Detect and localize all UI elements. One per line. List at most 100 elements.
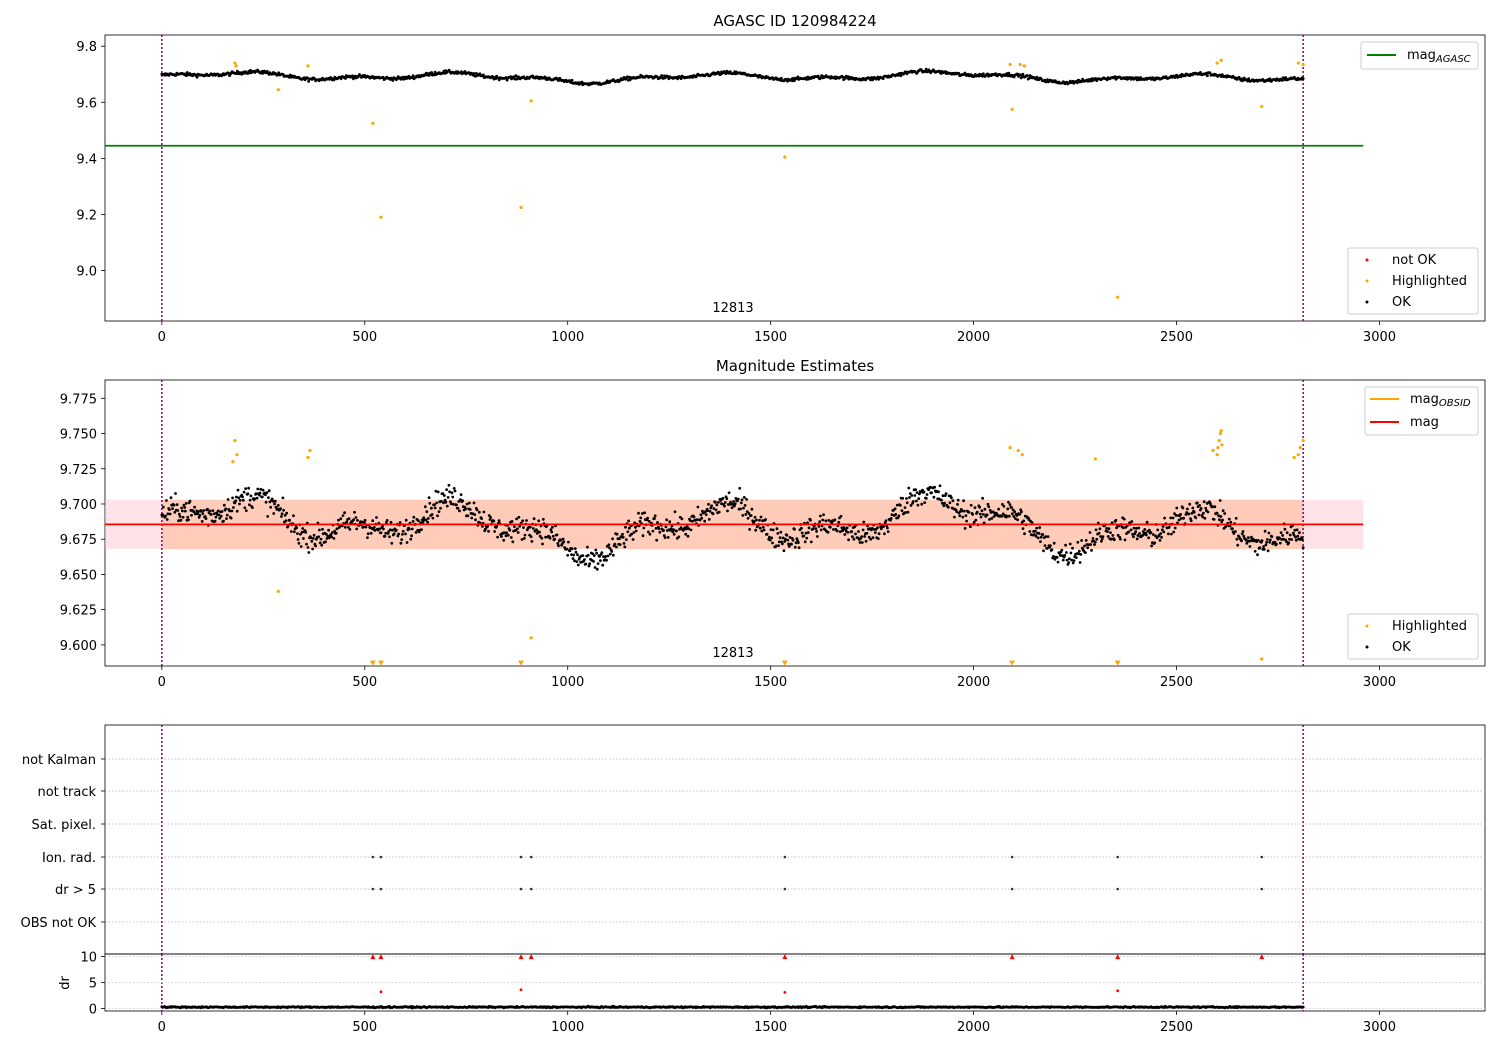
ok-point [504, 534, 508, 538]
highlighted-point [1010, 107, 1014, 111]
ok-point [437, 510, 441, 513]
ok-point [711, 512, 715, 516]
panel-dr-ylabel: dr [58, 976, 73, 990]
ok-point [1116, 533, 1120, 537]
ok-point [1182, 516, 1185, 520]
ok-point [1202, 500, 1206, 504]
y-tick-label-3-0: 0 [89, 1002, 97, 1017]
y-tick-label-1-3: 9.675 [60, 533, 97, 548]
ok-point [473, 513, 477, 516]
ok-point [1071, 546, 1074, 550]
ok-point [755, 518, 758, 522]
ok-point [1135, 537, 1139, 541]
ok-point [901, 496, 905, 500]
ok-point [1023, 532, 1026, 536]
ok-point [277, 71, 281, 75]
ok-point [709, 506, 713, 510]
legend2-highlighted: Highlighted [1392, 619, 1467, 634]
ok-point [544, 535, 547, 539]
ok-point [673, 510, 677, 514]
ok-point [1112, 538, 1116, 542]
ok-point [354, 516, 358, 519]
ok-point [264, 500, 268, 504]
ok-point [1189, 519, 1193, 523]
ok-point [850, 530, 854, 533]
ok-point [1227, 517, 1231, 521]
ok-point [906, 510, 910, 514]
ok-point [296, 538, 300, 541]
ok-point [1138, 532, 1141, 535]
ok-point [706, 509, 710, 512]
highlighted-point [233, 61, 237, 65]
ok-point [177, 519, 181, 523]
ok-point [721, 496, 725, 500]
ok-point [588, 562, 592, 566]
highlighted-point [1217, 438, 1221, 443]
ok-point [922, 490, 926, 494]
ok-point [680, 517, 684, 521]
ok-point [965, 519, 968, 523]
ok-point [1089, 543, 1093, 546]
ok-point [271, 499, 275, 503]
ok-point [867, 535, 871, 539]
ok-point [530, 540, 534, 543]
ok-point [532, 527, 535, 530]
ok-point [1279, 531, 1283, 534]
ok-point [165, 499, 168, 502]
ok-point [923, 501, 927, 504]
ok-point [1114, 518, 1118, 522]
ok-point [948, 501, 952, 505]
ok-point [971, 513, 975, 516]
ok-point [605, 558, 608, 562]
ok-point [1132, 526, 1136, 530]
ok-point [1109, 537, 1113, 541]
ok-point [557, 544, 560, 548]
ok-point [779, 76, 783, 80]
ok-point [637, 511, 640, 515]
ok-point [1025, 74, 1029, 78]
ok-point [967, 510, 971, 514]
ok-point [886, 530, 890, 533]
ok-point [1240, 539, 1243, 543]
ok-point [838, 530, 842, 534]
ok-point [385, 519, 389, 522]
ok-point [435, 501, 439, 505]
ok-point [632, 531, 636, 534]
ok-point [1246, 536, 1250, 539]
ok-point [1133, 532, 1137, 536]
ok-point [1071, 561, 1075, 565]
ok-point [364, 525, 368, 529]
ok-point [334, 531, 338, 535]
ok-point [720, 502, 723, 506]
ok-point [1151, 533, 1155, 536]
ok-point [1008, 503, 1012, 506]
ok-point [924, 67, 928, 71]
ok-point [1022, 519, 1026, 523]
ok-point [774, 544, 778, 548]
ok-point [394, 528, 398, 532]
ok-point [225, 517, 228, 520]
ok-point [910, 494, 914, 497]
flag-point [1010, 887, 1014, 891]
ok-point [208, 509, 212, 513]
ok-point [743, 504, 747, 507]
ok-point [331, 531, 334, 534]
ok-point [1175, 73, 1178, 77]
ok-point [972, 520, 976, 524]
ok-point [472, 501, 476, 505]
ok-point [854, 532, 857, 536]
ok-point [216, 509, 220, 513]
ok-point [305, 542, 308, 546]
ok-point [708, 509, 712, 513]
x-tick-label-3-500: 500 [352, 1020, 377, 1035]
ok-point [762, 528, 766, 532]
highlighted-point [1219, 429, 1223, 433]
legend-marker-ok [1365, 300, 1369, 304]
ok-point [660, 74, 664, 77]
ok-point [1145, 520, 1149, 524]
ok-point [771, 528, 775, 532]
ok-point [165, 518, 169, 521]
ok-point [183, 506, 187, 509]
ok-point [631, 538, 635, 541]
ok-point [218, 516, 222, 520]
